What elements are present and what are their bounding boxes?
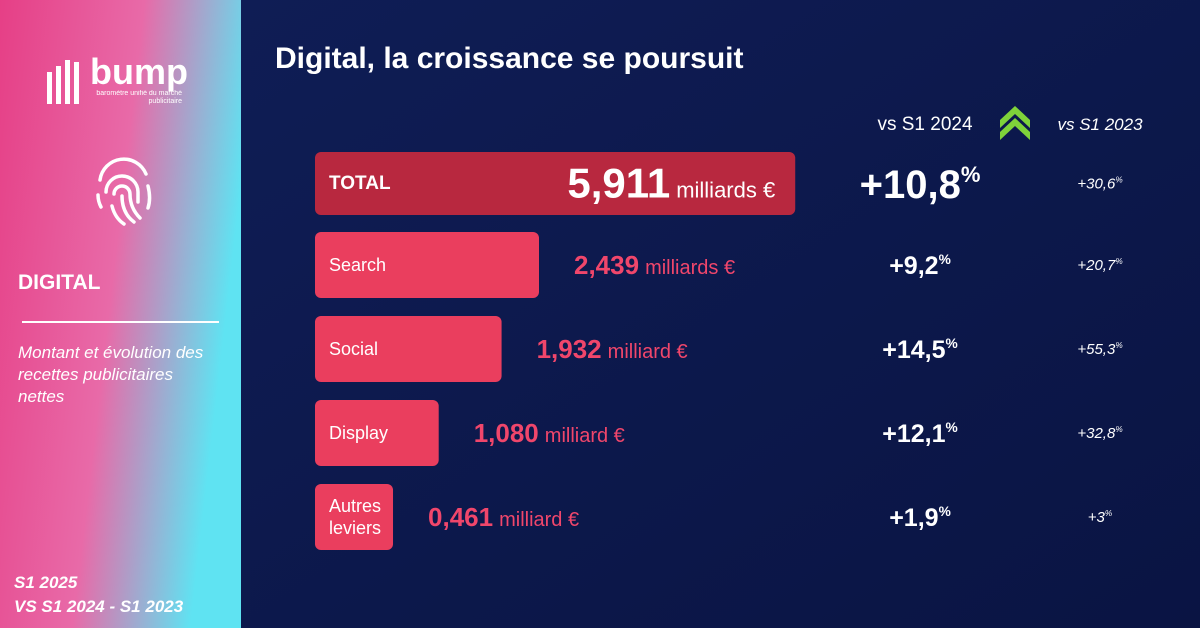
growth-label: +20,7% <box>1077 257 1122 274</box>
growth-value: +20,7 <box>1077 257 1116 274</box>
percent-sign: % <box>939 252 951 267</box>
growth-value: +32,8 <box>1077 425 1116 442</box>
section-title: DIGITAL <box>18 271 101 294</box>
growth-value: +10,8 <box>860 163 961 207</box>
column-header: vs S1 2024 <box>877 114 972 135</box>
percent-sign: % <box>1115 425 1122 434</box>
bar <box>315 316 502 382</box>
growth-label: +3% <box>1088 509 1112 526</box>
growth-value: +12,1 <box>882 420 945 448</box>
category-label: Search <box>329 255 387 275</box>
value-number: 1,932 <box>537 334 602 364</box>
growth-label: +12,1% <box>882 420 958 448</box>
description-box: Montant et évolution des recettes public… <box>18 343 204 406</box>
growth-value: +3 <box>1088 509 1106 526</box>
category-box: Display <box>329 423 389 443</box>
growth-label: +9,2% <box>889 252 951 280</box>
logo: bump <box>90 51 188 92</box>
value-unit: milliards € <box>645 257 735 279</box>
growth-label: +30,6% <box>1077 176 1122 193</box>
sidebar <box>0 0 241 628</box>
growth-label: +1,9% <box>889 504 951 532</box>
value-label: 1,932 milliard € <box>537 334 688 364</box>
growth-label: +32,8% <box>1077 425 1122 442</box>
logo-bars <box>47 60 79 104</box>
background <box>240 0 1200 628</box>
bar <box>315 152 796 215</box>
column-header: vs S1 2023 <box>1057 115 1143 134</box>
growth-value: +30,6 <box>1077 176 1116 193</box>
value-number: 2,439 <box>574 250 639 280</box>
category-label: Autres leviers <box>329 496 382 538</box>
growth-value: +1,9 <box>889 504 938 532</box>
period: S1 2025 <box>14 573 78 592</box>
percent-sign: % <box>961 162 981 187</box>
percent-sign: % <box>946 336 958 351</box>
value-number: 5,911 <box>567 160 670 207</box>
category-box: Social <box>329 339 379 359</box>
bar <box>315 232 539 298</box>
category-label: Social <box>329 339 379 359</box>
logo-tagline: baromètre unifié du marché publicitaire <box>96 90 182 105</box>
value-unit: milliard € <box>608 341 688 363</box>
category-box: Search <box>329 255 387 275</box>
percent-sign: % <box>1115 257 1122 266</box>
growth-label: +14,5% <box>882 336 958 364</box>
value-number: 0,461 <box>428 502 493 532</box>
bar <box>315 484 394 550</box>
value-label: 5,911 milliards € <box>567 160 775 207</box>
category-label: TOTAL <box>329 172 391 194</box>
up-arrow-icon <box>1000 106 1030 140</box>
value-unit: milliard € <box>545 425 625 447</box>
percent-sign: % <box>1115 341 1122 350</box>
value-label: 2,439 milliards € <box>574 250 735 280</box>
percent-sign: % <box>939 504 951 519</box>
fingerprint-icon <box>96 157 152 226</box>
chart-title: Digital, la croissance se poursuit <box>275 42 744 75</box>
category-box: TOTAL <box>329 172 391 194</box>
growth-label: +55,3% <box>1077 341 1122 358</box>
growth-value: +14,5 <box>882 336 945 364</box>
growth-value: +9,2 <box>889 252 938 280</box>
percent-sign: % <box>1115 176 1122 185</box>
value-label: 0,461 milliard € <box>428 502 579 532</box>
value-unit: milliards € <box>676 178 775 203</box>
percent-sign: % <box>946 420 958 435</box>
value-label: 1,080 milliard € <box>474 418 625 448</box>
bar <box>315 400 439 466</box>
logo-tagline-box: baromètre unifié du marché publicitaire <box>96 90 182 105</box>
value-unit: milliard € <box>499 509 579 531</box>
growth-label: +10,8% <box>860 162 981 207</box>
value-number: 1,080 <box>474 418 539 448</box>
description: Montant et évolution des recettes public… <box>18 343 204 406</box>
percent-sign: % <box>1105 509 1112 518</box>
comparison: VS S1 2024 - S1 2023 <box>14 597 184 616</box>
category-label: Display <box>329 423 389 443</box>
growth-value: +55,3 <box>1077 341 1116 358</box>
category-box: Autres leviers <box>329 496 382 538</box>
